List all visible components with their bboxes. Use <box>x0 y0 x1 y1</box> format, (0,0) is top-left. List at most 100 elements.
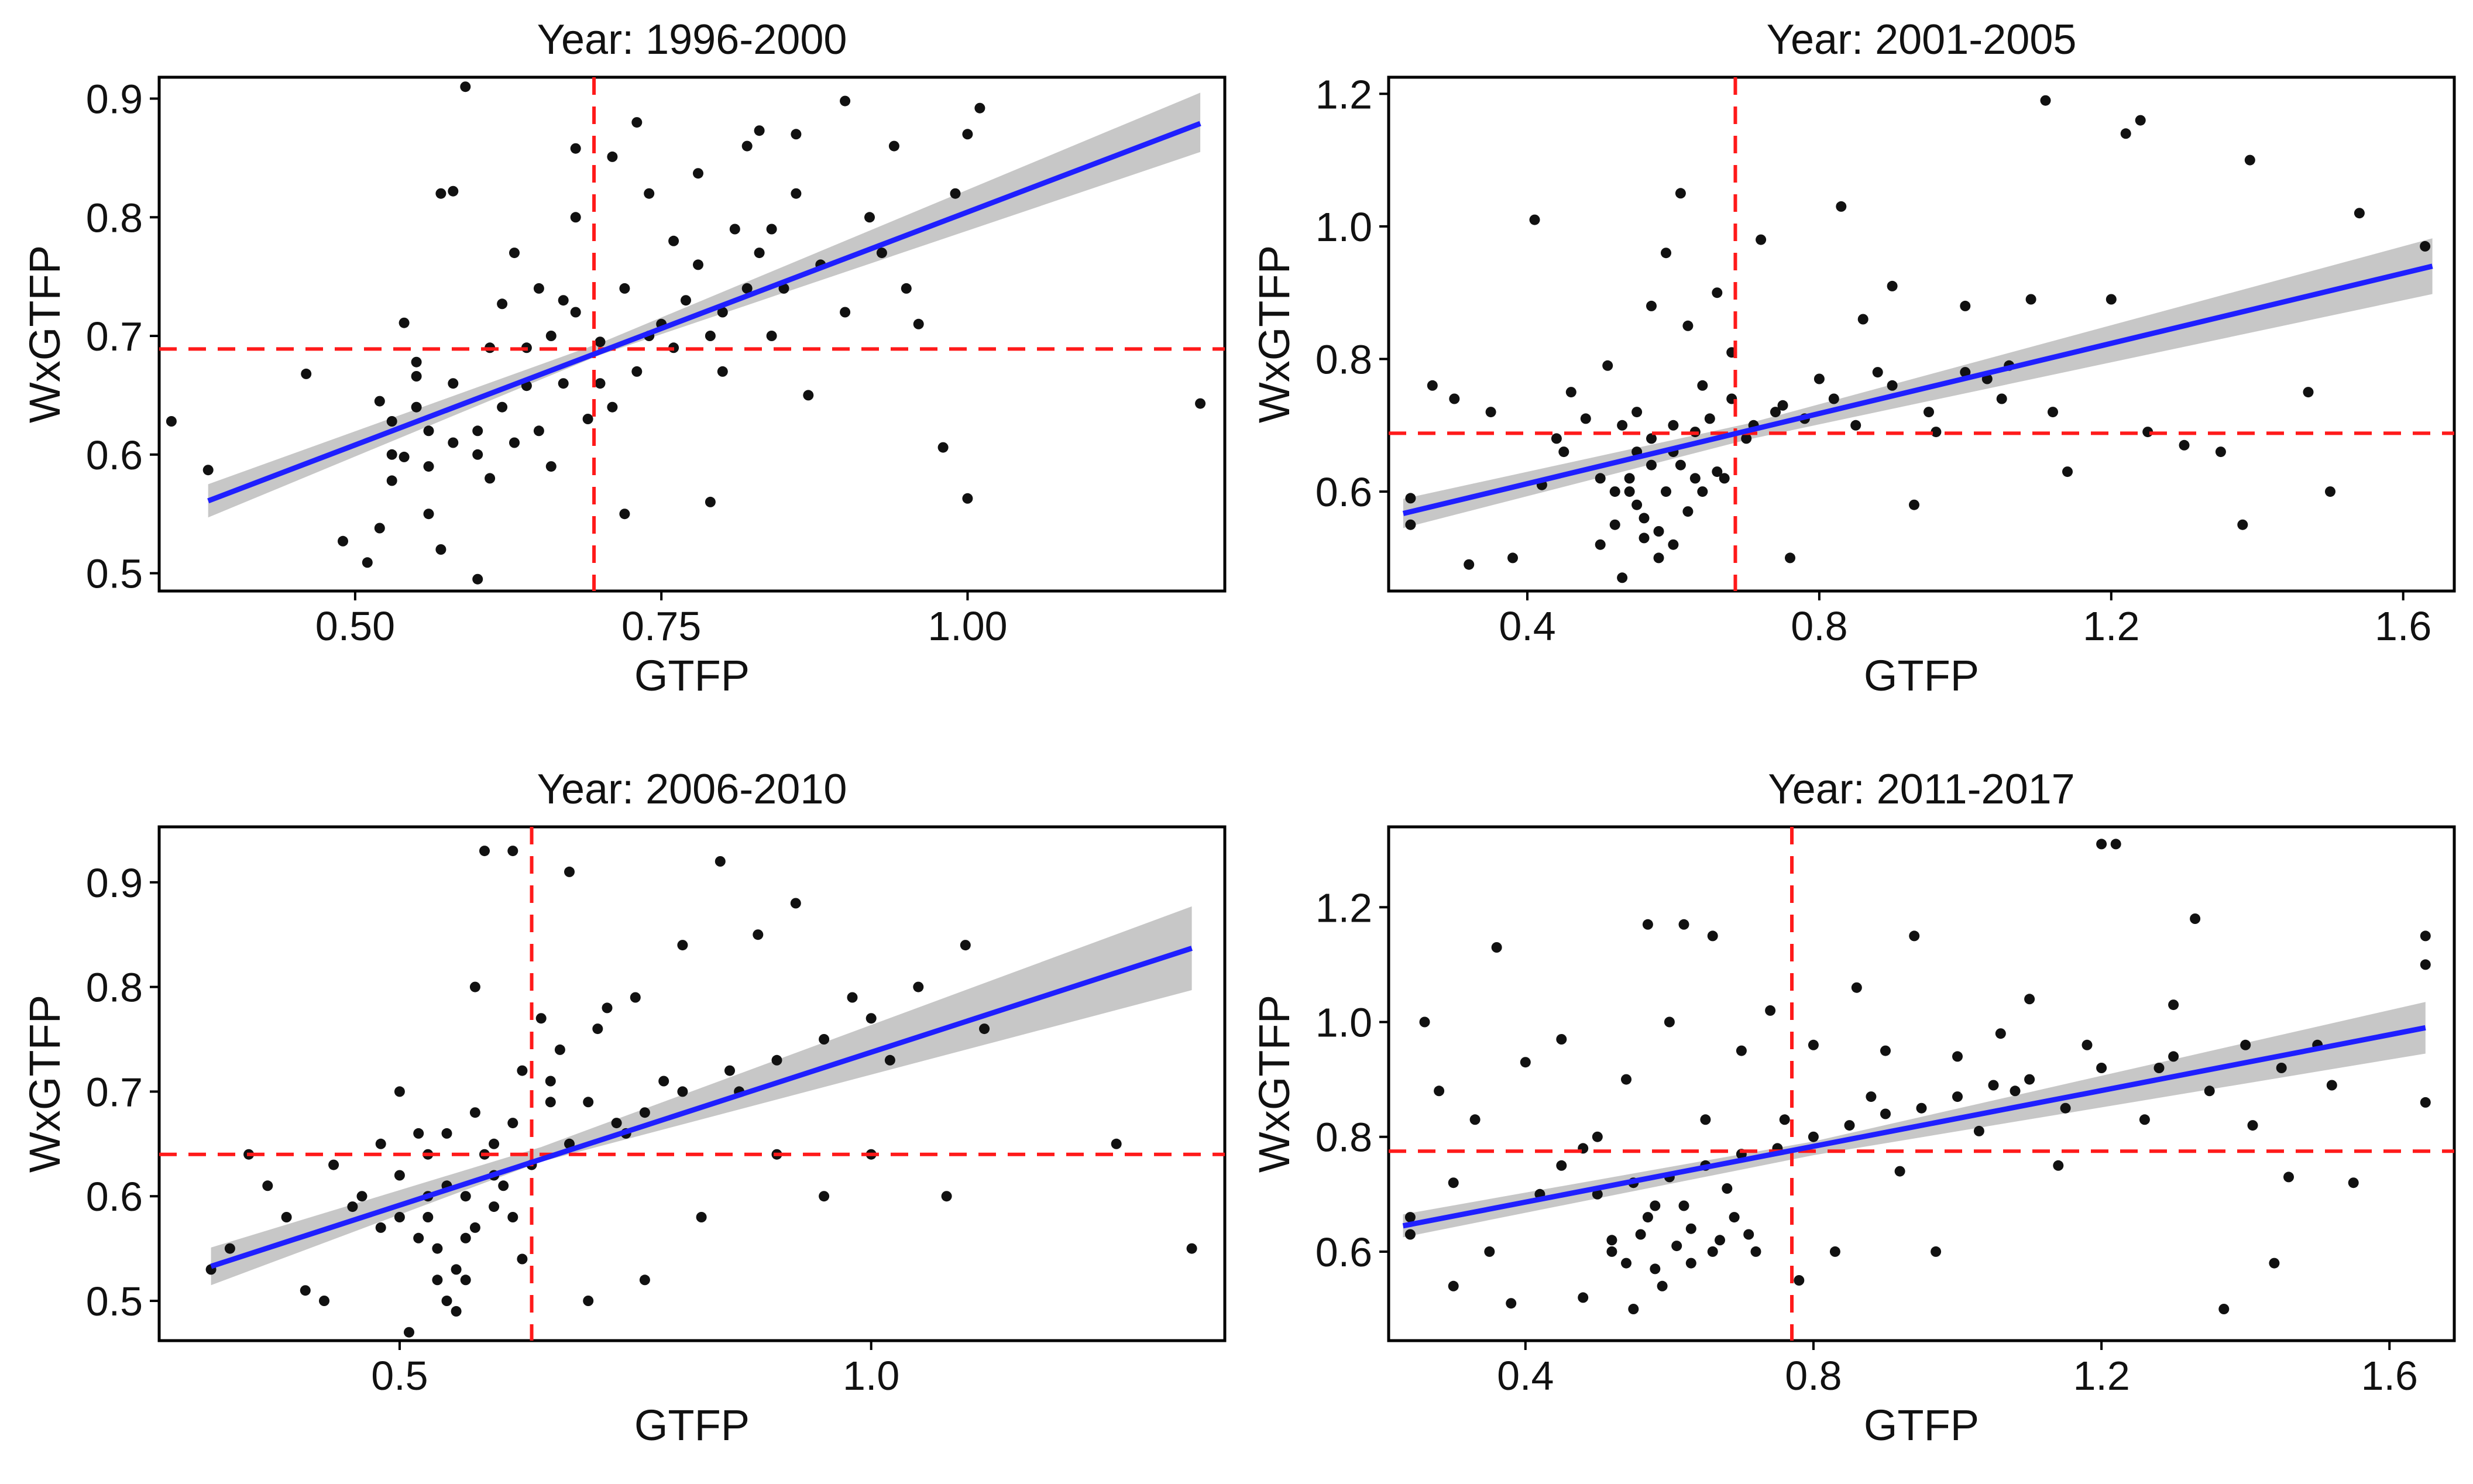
data-point <box>1829 1246 1840 1257</box>
data-point <box>1646 300 1657 311</box>
data-point <box>507 1118 518 1129</box>
data-point <box>374 523 385 534</box>
fit-line <box>207 121 1201 504</box>
data-point <box>2420 1097 2431 1108</box>
data-point <box>485 473 496 484</box>
data-point <box>888 140 899 152</box>
data-point <box>1624 473 1635 484</box>
data-point <box>1551 433 1562 444</box>
data-point <box>386 449 397 460</box>
plot-border <box>157 825 1227 1342</box>
data-point <box>950 188 961 199</box>
data-point <box>602 1002 613 1014</box>
confidence-band <box>211 906 1192 1286</box>
data-point <box>441 1296 452 1306</box>
data-point <box>2269 1258 2280 1269</box>
data-point <box>2283 1172 2294 1183</box>
y-tick-label: 0.9 <box>86 76 143 122</box>
data-point <box>644 188 655 199</box>
data-point <box>717 366 728 377</box>
y-axis-title: WxGTFP <box>20 245 69 423</box>
data-point <box>1973 1125 1984 1136</box>
data-point <box>2348 1177 2359 1188</box>
data-point <box>441 1128 452 1139</box>
data-point <box>790 898 801 909</box>
data-point <box>202 465 214 476</box>
panel-1: Year: 1996-2000 0.50 0.75 1.00 0.5 0.6 0.7 0.8 0… <box>20 16 1227 700</box>
data-point <box>1857 314 1869 325</box>
data-point <box>681 295 691 306</box>
data-point <box>1828 393 1839 404</box>
data-point <box>509 248 520 259</box>
y-tick-label: 1.2 <box>1316 885 1372 930</box>
data-point <box>1707 1246 1718 1257</box>
data-point <box>545 461 557 472</box>
y-tick-label: 1.2 <box>1316 71 1372 117</box>
data-point <box>1756 234 1767 245</box>
data-point <box>913 318 924 329</box>
data-point <box>435 544 446 555</box>
data-point <box>819 1191 830 1202</box>
data-point <box>979 1023 990 1035</box>
data-point <box>1880 1108 1891 1119</box>
data-point <box>901 283 912 294</box>
data-point <box>1639 533 1650 544</box>
data-point <box>2168 999 2179 1011</box>
data-point <box>411 356 422 367</box>
data-point <box>717 307 728 318</box>
data-point <box>1707 930 1718 942</box>
data-point <box>2048 407 2058 418</box>
data-point <box>300 1285 311 1296</box>
data-point <box>1469 1114 1481 1125</box>
confidence-band <box>1403 1002 2426 1238</box>
data-point <box>2354 208 2365 219</box>
data-point <box>1195 398 1206 409</box>
data-point <box>741 283 753 294</box>
data-point <box>1657 1280 1668 1291</box>
data-point <box>937 442 949 453</box>
x-axis-title: GTFP <box>634 1401 750 1449</box>
x-tick-label: 0.5 <box>371 1353 428 1399</box>
data-point <box>1682 506 1694 517</box>
data-point <box>778 283 789 294</box>
data-point <box>356 1191 367 1202</box>
data-point <box>2053 1160 2064 1171</box>
data-point <box>1556 1160 1567 1171</box>
data-point <box>1639 513 1650 524</box>
data-point <box>2326 1080 2337 1091</box>
fit-line <box>210 946 1193 1269</box>
data-point <box>558 295 569 306</box>
data-point <box>451 1306 462 1317</box>
data-point <box>1689 473 1701 484</box>
data-point <box>583 1097 594 1108</box>
data-point <box>533 425 544 437</box>
data-point <box>2139 1114 2150 1125</box>
data-point <box>1427 380 1438 391</box>
data-point <box>2240 1039 2251 1050</box>
data-point <box>1931 1246 1942 1257</box>
data-point <box>448 437 459 448</box>
panel-4: Year: 2011-2017 0.4 0.8 1.2 1.6 0.6 0.8 1.0 1.2 G… <box>1250 766 2456 1449</box>
data-point <box>1595 473 1606 484</box>
data-point <box>1712 466 1723 478</box>
fit-line <box>1402 263 2433 516</box>
y-tick-label: 0.8 <box>86 965 143 1011</box>
data-point <box>423 509 434 520</box>
data-point <box>1719 473 1730 484</box>
data-point <box>595 336 606 348</box>
data-point <box>1632 407 1643 418</box>
data-point <box>1675 459 1686 470</box>
x-tick-label: 1.00 <box>928 603 1007 649</box>
data-point <box>1813 373 1825 384</box>
data-point <box>619 283 630 294</box>
data-point <box>1909 499 1919 510</box>
data-point <box>1484 1246 1495 1257</box>
data-point <box>411 401 422 413</box>
data-point <box>2237 519 2248 530</box>
data-point <box>1685 1223 1696 1234</box>
data-point <box>1628 1304 1639 1314</box>
data-point <box>715 856 726 867</box>
data-point <box>631 117 643 128</box>
data-point <box>1664 1016 1675 1028</box>
data-point <box>2190 913 2201 924</box>
